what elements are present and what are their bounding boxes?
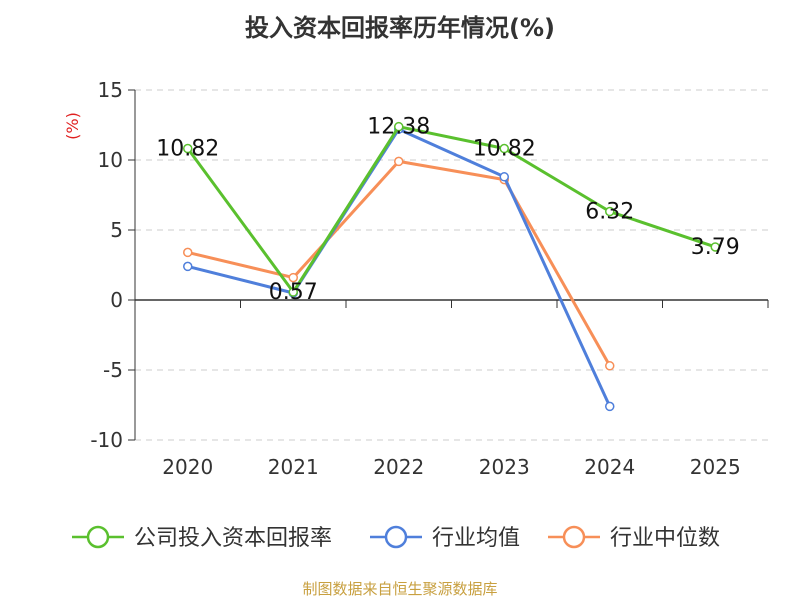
source-note: 制图数据来自恒生聚源数据库 [302, 580, 498, 598]
data-label: 12.38 [367, 115, 430, 140]
data-label: 10.82 [156, 137, 219, 162]
grid-lines [135, 89, 768, 441]
data-point-0 [394, 121, 404, 132]
legend-item-2[interactable]: 行业中位数 [548, 525, 720, 551]
data-point-0 [288, 287, 298, 297]
legend-label: 公司投入资本回报率 [134, 526, 332, 551]
data-point-2 [183, 247, 193, 258]
data-point-1 [183, 261, 193, 272]
x-tick-label: 2020 [162, 455, 213, 479]
legend-marker [562, 525, 586, 549]
legend-item-0[interactable]: 公司投入资本回报率 [72, 525, 332, 551]
data-point-2 [605, 361, 615, 371]
series-lines [183, 121, 720, 412]
data-labels: 10.82 0.57 12.38 10.82 6.32 3.79 [156, 115, 739, 305]
y-tick-label: 5 [110, 218, 123, 242]
series-line-2 [187, 159, 612, 367]
data-point-2 [394, 156, 404, 167]
x-tick-label: 2022 [373, 455, 424, 479]
data-label: 10.82 [473, 137, 536, 162]
data-point-1 [605, 401, 615, 412]
y-tick-label: 10 [98, 148, 123, 172]
data-point-2 [288, 272, 298, 283]
legend-label: 行业均值 [432, 526, 520, 551]
data-point-1 [499, 172, 509, 182]
data-point-0 [710, 242, 720, 252]
legend-marker [384, 525, 408, 549]
legend-label: 行业中位数 [610, 526, 720, 551]
data-label: 6.32 [585, 200, 634, 225]
series-line-0 [186, 125, 716, 294]
y-tick-label: -10 [90, 428, 123, 452]
legend-item-1[interactable]: 行业均值 [370, 525, 520, 551]
y-tick-label: -5 [103, 358, 123, 382]
data-point-0 [605, 206, 615, 217]
y-tick-label: 0 [110, 288, 123, 312]
x-tick-label: 2023 [479, 455, 530, 479]
data-label: 0.57 [269, 280, 318, 305]
y-axis-label: (%) [63, 112, 82, 140]
x-tick-label: 2025 [690, 455, 741, 479]
data-point-0 [183, 143, 193, 154]
legend: 公司投入资本回报率 行业均值 行业中位数 [72, 525, 720, 551]
data-point-0 [499, 143, 509, 154]
chart-title: 投入资本回报率历年情况(%) [245, 14, 555, 42]
y-tick-label: 15 [98, 78, 123, 102]
data-label: 3.79 [691, 235, 740, 260]
axes: 15 10 5 0 -5 -10 2020 2021 2022 2023 2024 2025 (%) [63, 78, 769, 479]
x-tick-label: 2024 [584, 455, 635, 479]
x-tick-label: 2021 [268, 455, 319, 479]
legend-marker [86, 525, 110, 549]
